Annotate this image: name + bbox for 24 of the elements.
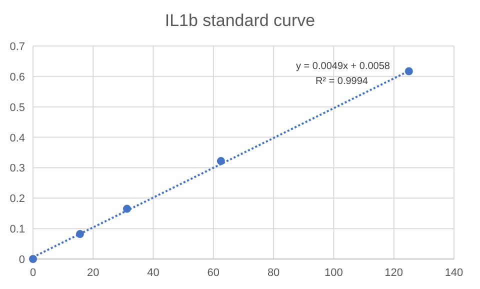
point bbox=[404, 67, 413, 76]
chart-title: IL1b standard curve bbox=[164, 11, 316, 30]
y-tick-label: 0.6 bbox=[10, 71, 25, 84]
y-tick-label: 0.5 bbox=[10, 102, 25, 114]
y-tick-label: 0.2 bbox=[10, 193, 25, 206]
annotation: y = 0.0049x + 0.0058 bbox=[296, 61, 390, 72]
y-tick-label: 0.1 bbox=[10, 224, 25, 236]
x-tick-label: 0 bbox=[30, 267, 36, 279]
x-tick-label: 40 bbox=[147, 267, 160, 279]
y-tick-label: 0.7 bbox=[10, 41, 25, 53]
x-tick-label: 100 bbox=[324, 267, 343, 279]
x-tick-label: 80 bbox=[267, 267, 280, 279]
annotation: R² = 0.9994 bbox=[315, 76, 368, 87]
point bbox=[29, 255, 37, 263]
x-tick-label: 140 bbox=[444, 267, 464, 279]
y-tick-label: 0.4 bbox=[10, 132, 25, 144]
x-tick-label: 120 bbox=[384, 267, 404, 279]
point bbox=[216, 157, 225, 166]
y-tick-label: 0.3 bbox=[10, 162, 25, 175]
y-tick-label: 0 bbox=[18, 254, 25, 266]
point bbox=[122, 204, 131, 213]
point bbox=[76, 230, 84, 238]
x-tick-label: 20 bbox=[87, 267, 100, 279]
x-tick-label: 60 bbox=[207, 267, 220, 279]
